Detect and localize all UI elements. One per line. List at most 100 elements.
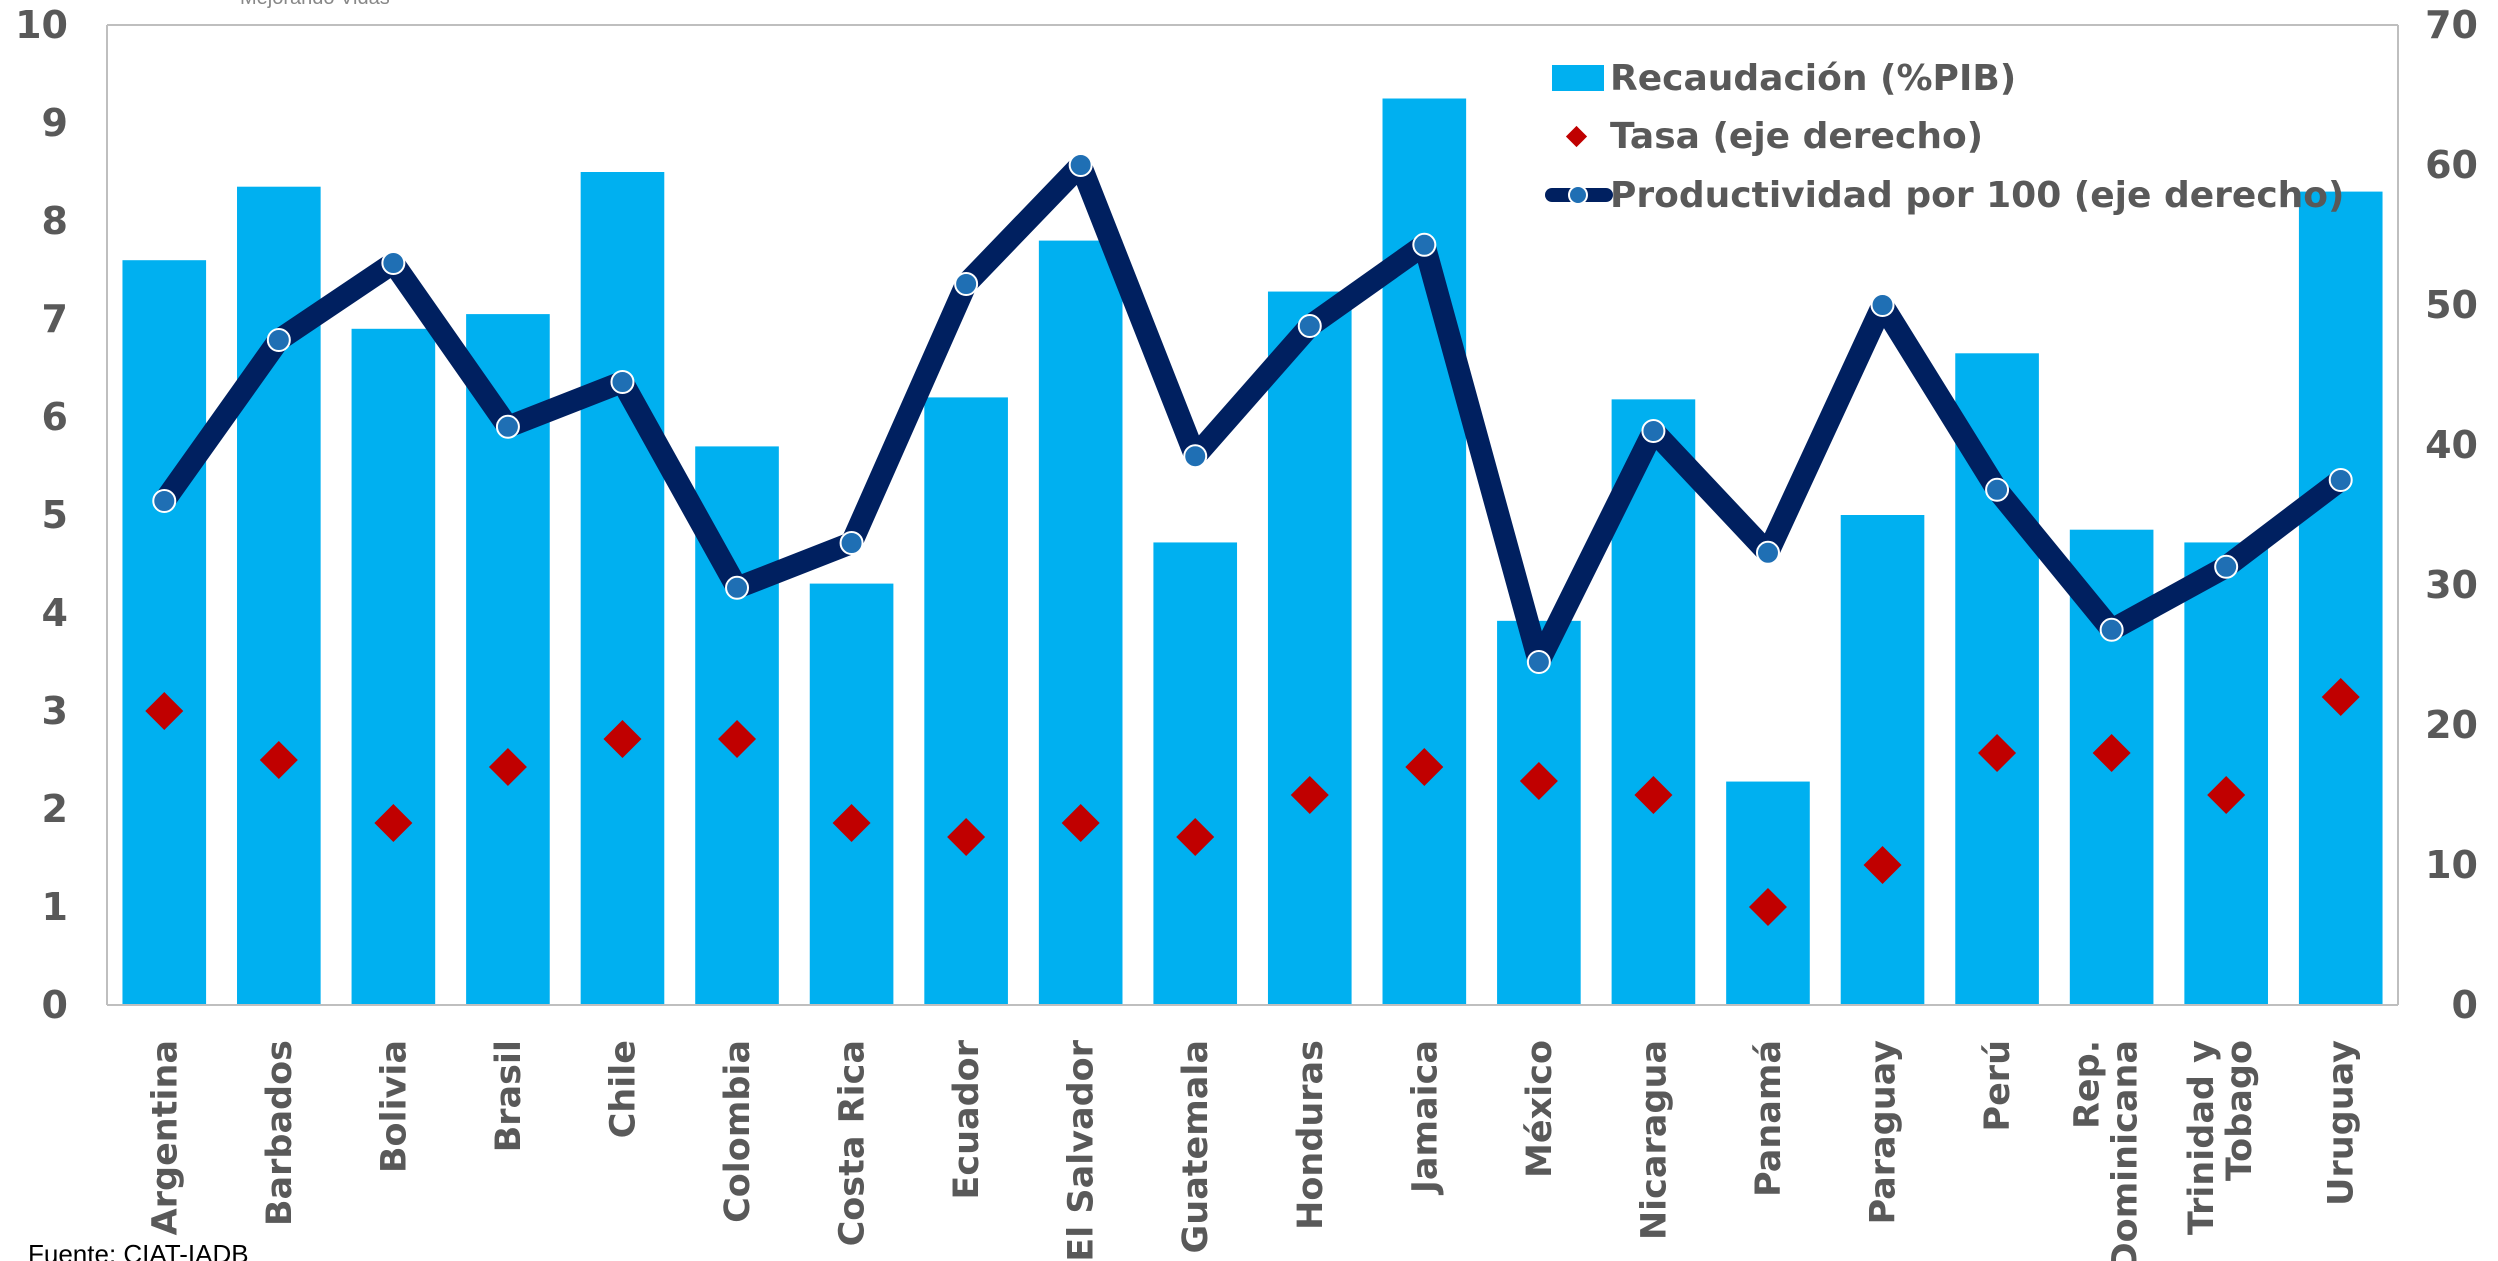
source-note: Fuente: CIAT-IADB (28, 1239, 249, 1261)
bar-paraguay (1840, 515, 1925, 1005)
productividad-point-brasil (495, 414, 520, 439)
category-label-guatemala: Guatemala (1176, 1040, 1216, 1253)
productividad-point-trinidad-y-tobago (2214, 554, 2239, 579)
bar-argentina (122, 260, 207, 1005)
category-label-colombia: Colombia (718, 1040, 758, 1223)
legend-marker-tasa (1565, 125, 1588, 148)
tasa-point-brasil (488, 748, 527, 786)
productividad-point-costa-rica (839, 531, 864, 555)
productividad-line-path (153, 154, 2352, 673)
category-label-panama: Panamá (1749, 1040, 1789, 1197)
right-tick-label: 30 (2425, 563, 2478, 607)
tasa-point-colombia (718, 720, 757, 758)
left-tick-label: 8 (42, 199, 68, 243)
bar-uruguay (2298, 191, 2383, 1006)
productividad-point-honduras (1297, 314, 1322, 338)
right-tick-label: 40 (2425, 423, 2478, 467)
productividad-point-mexico (1526, 650, 1551, 674)
category-label-honduras: Honduras (1291, 1040, 1331, 1230)
legend-swatch-recaudacion (1552, 65, 1604, 91)
bar-el-salvador (1038, 240, 1123, 1006)
productividad-point-el-salvador (1068, 153, 1093, 177)
left-tick-label: 10 (15, 3, 68, 47)
right-axis-ticks: 0 10 20 30 40 50 60 70 (2425, 3, 2478, 1027)
productividad-point-paraguay (1870, 293, 1895, 317)
tasa-markers (145, 678, 2360, 926)
bar-bolivia (351, 328, 436, 1005)
tasa-point-chile (603, 720, 642, 758)
category-label-bolivia: Bolivia (374, 1040, 414, 1173)
tasa-point-rep-dominicana (2092, 734, 2131, 772)
productividad-point-chile (610, 370, 635, 394)
tasa-point-peru (1978, 734, 2017, 772)
productividad-point-nicaragua (1641, 419, 1666, 443)
category-label-barbados: Barbados (260, 1040, 300, 1226)
category-label-argentina: Argentina (145, 1040, 185, 1235)
category-label-costa-rica: Costa Rica (833, 1040, 873, 1246)
bar-costa-rica (809, 583, 894, 1005)
tasa-point-guatemala (1176, 818, 1215, 856)
bar-trinidad-y-tobago (2184, 542, 2268, 1005)
productividad-point-peru (1985, 477, 2010, 502)
legend-label-productividad: Productividad por 100 (eje derecho) (1610, 175, 2344, 216)
tasa-point-honduras (1290, 776, 1329, 814)
productividad-point-rep-dominicana (2099, 617, 2124, 642)
tasa-point-paraguay (1863, 846, 1902, 884)
legend-marker-productividad (1568, 185, 1588, 205)
left-axis-ticks: 0 1 2 3 4 5 6 7 8 9 10 (15, 3, 68, 1027)
tasa-point-panama (1748, 888, 1787, 926)
category-label-jamaica: Jamaica (1405, 1040, 1445, 1195)
productividad-point-jamaica (1412, 232, 1437, 257)
category-label-nicaragua: Nicaragua (1634, 1040, 1674, 1240)
bar-chile (580, 172, 665, 1005)
category-labels: Argentina Barbados Bolivia Brasil Chile Colom… (145, 1039, 2361, 1261)
legend-label-tasa: Tasa (eje derecho) (1610, 116, 1983, 157)
right-tick-label: 10 (2425, 843, 2478, 887)
tasa-point-bolivia (374, 804, 413, 842)
productividad-point-argentina (152, 489, 177, 513)
productividad-point-panama (1755, 540, 1780, 565)
bar-mexico (1497, 620, 1581, 1005)
bar-ecuador (924, 397, 1008, 1005)
tasa-point-uruguay (2321, 678, 2360, 716)
tasa-point-el-salvador (1061, 804, 1100, 842)
category-label-el-salvador: El Salvador (1062, 1039, 1102, 1261)
tasa-point-argentina (145, 692, 184, 730)
right-tick-label: 0 (2452, 983, 2478, 1027)
left-tick-label: 7 (42, 297, 68, 341)
legend: Recaudación (%PIB) Tasa (eje derecho) Pr… (1545, 58, 2344, 216)
productividad-point-colombia (725, 575, 750, 600)
category-label-uruguay: Uruguay (2322, 1040, 2362, 1206)
left-tick-label: 2 (42, 787, 68, 831)
left-tick-label: 4 (42, 591, 68, 635)
tasa-point-nicaragua (1634, 776, 1673, 814)
tasa-point-trinidad-y-tobago (2207, 776, 2246, 814)
tasa-point-jamaica (1405, 748, 1444, 786)
right-tick-label: 60 (2425, 143, 2478, 187)
tasa-point-ecuador (947, 818, 986, 856)
productividad-point-ecuador (954, 272, 979, 296)
productividad-point-barbados (266, 328, 291, 352)
category-label-paraguay: Paraguay (1864, 1040, 1904, 1225)
productividad-line (152, 153, 2353, 674)
category-label-rep-dominicana: Rep.Dominicana (2068, 1040, 2146, 1261)
productividad-point-bolivia (381, 251, 406, 275)
right-tick-label: 20 (2425, 703, 2478, 747)
right-tick-label: 70 (2425, 3, 2478, 47)
bar-honduras (1267, 291, 1352, 1005)
category-label-mexico: México (1520, 1040, 1560, 1178)
top-faint-text: Mejorando Vidas (240, 0, 390, 9)
category-label-ecuador: Ecuador (947, 1039, 987, 1199)
category-label-trinidad-y-tobago: Trinidad yTobago (2182, 1040, 2260, 1235)
tasa-point-costa-rica (832, 804, 871, 842)
left-tick-label: 0 (42, 983, 68, 1027)
axes (106, 24, 2399, 1006)
left-tick-label: 9 (42, 101, 68, 145)
category-label-chile: Chile (603, 1040, 643, 1138)
category-label-peru: Perú (1978, 1040, 2018, 1132)
left-tick-label: 6 (42, 395, 68, 439)
left-tick-label: 5 (42, 493, 68, 537)
tasa-point-barbados (259, 741, 298, 779)
category-label-brasil: Brasil (489, 1040, 529, 1152)
